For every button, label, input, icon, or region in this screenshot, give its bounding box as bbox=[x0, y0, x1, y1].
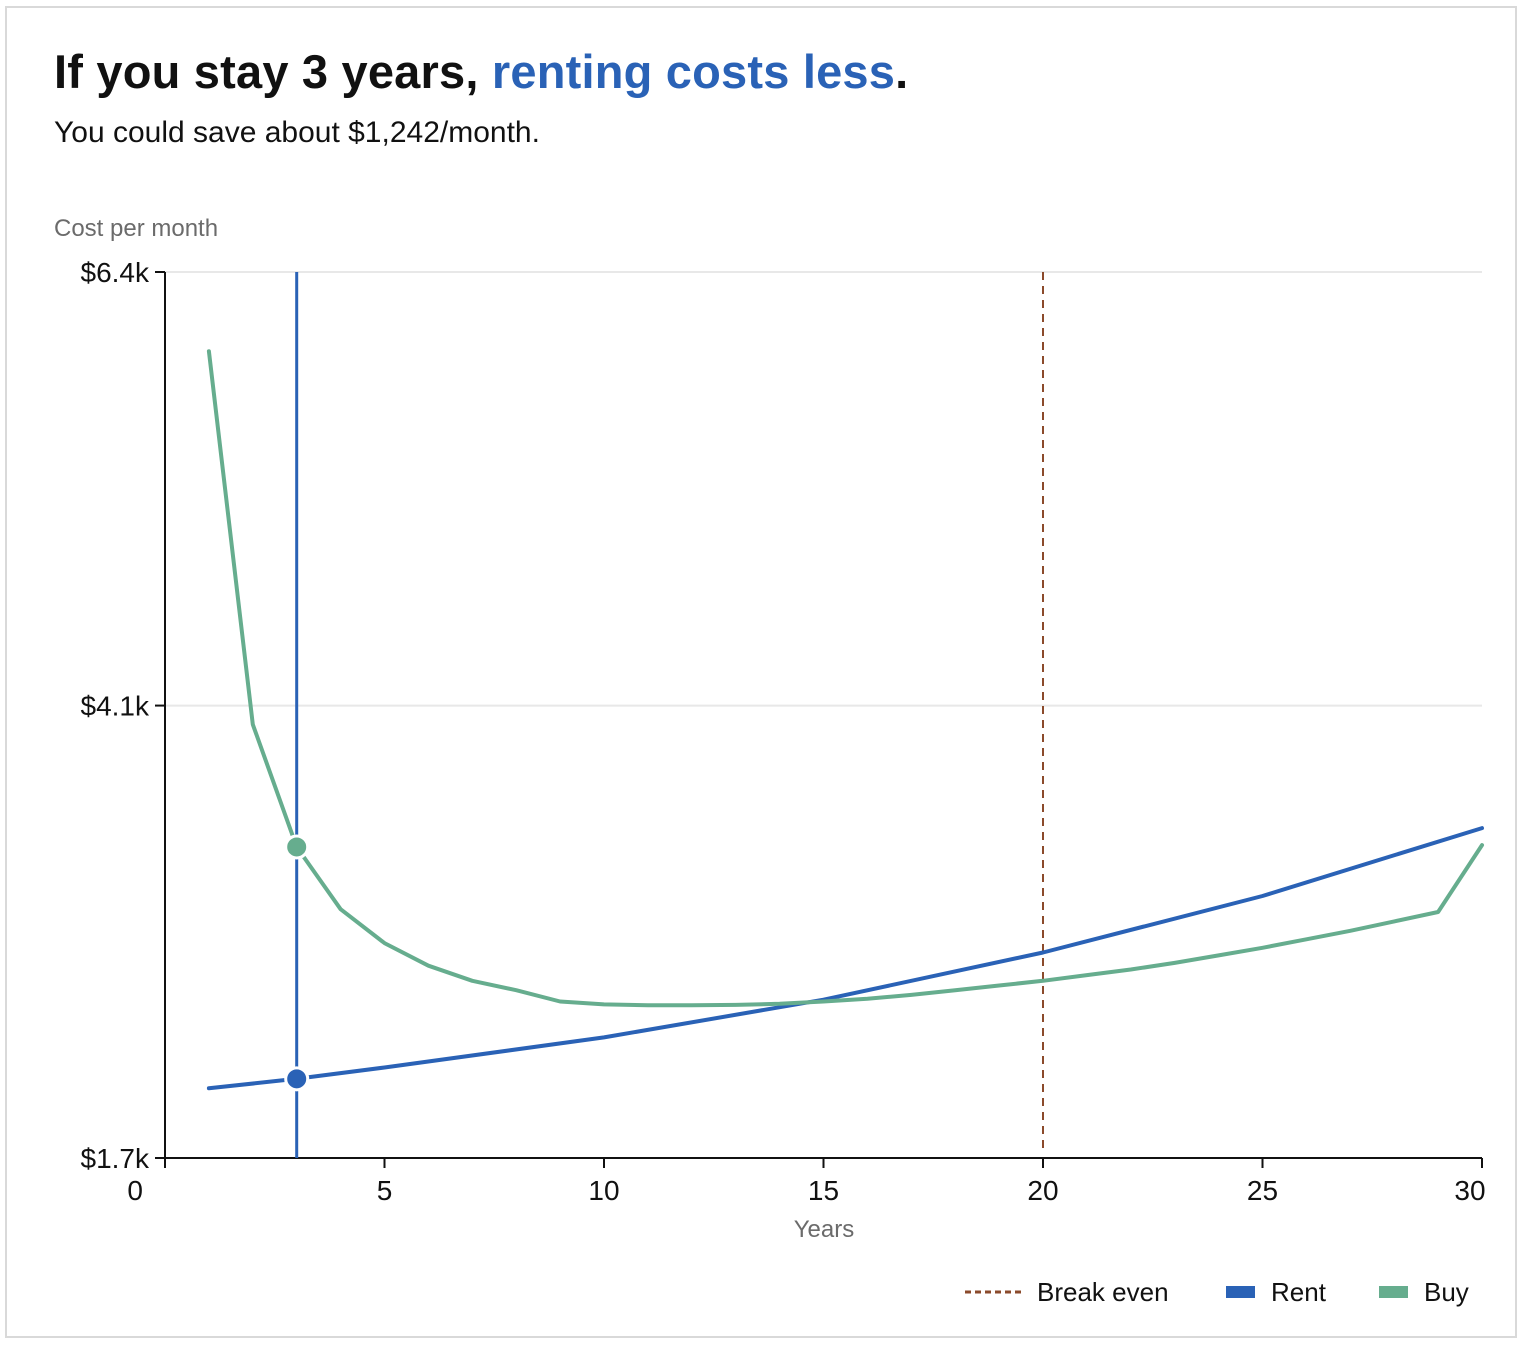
legend-swatch-rent bbox=[1226, 1286, 1255, 1298]
x-tick-label: 20 bbox=[1027, 1175, 1058, 1206]
grid-lines bbox=[165, 271, 1482, 707]
y-tick-label: $6.4k bbox=[81, 257, 150, 288]
legend-swatch-buy bbox=[1379, 1286, 1408, 1298]
y-tick-label: $1.7k bbox=[81, 1143, 150, 1174]
x-axis-label: Years bbox=[794, 1216, 855, 1243]
legend: Break even Rent Buy bbox=[965, 1277, 1469, 1307]
headline-accent: renting costs less bbox=[491, 45, 896, 98]
markers bbox=[284, 834, 310, 1092]
axes: $1.7k $4.1k $6.4k 0 5 10 15 20 25 30 bbox=[81, 257, 1486, 1206]
x-tick-label: 10 bbox=[588, 1175, 619, 1206]
legend-label-break-even: Break even bbox=[1037, 1277, 1169, 1307]
headline-prefix: If you stay 3 years, bbox=[54, 45, 492, 98]
legend-label-buy: Buy bbox=[1424, 1277, 1469, 1307]
series-line-rent bbox=[206, 826, 1484, 1091]
series-lines bbox=[206, 272, 1484, 1158]
y-axis-label: Cost per month bbox=[54, 215, 218, 242]
legend-label-rent: Rent bbox=[1271, 1277, 1327, 1307]
y-tick-label: $4.1k bbox=[81, 691, 150, 722]
series-line-buy bbox=[206, 349, 1484, 1008]
headline: If you stay 3 years, renting costs less. bbox=[54, 44, 908, 99]
rent-selected-point bbox=[284, 1066, 310, 1092]
subhead: You could save about $1,242/month. bbox=[54, 116, 540, 149]
x-tick-label: 0 bbox=[127, 1175, 143, 1206]
x-tick-label: 5 bbox=[377, 1175, 393, 1206]
chart-card bbox=[5, 6, 1517, 1338]
x-tick-label: 30 bbox=[1454, 1175, 1485, 1206]
headline-suffix: . bbox=[895, 45, 909, 98]
buy-selected-point bbox=[284, 834, 310, 860]
x-tick-label: 25 bbox=[1247, 1175, 1278, 1206]
x-tick-label: 15 bbox=[808, 1175, 839, 1206]
